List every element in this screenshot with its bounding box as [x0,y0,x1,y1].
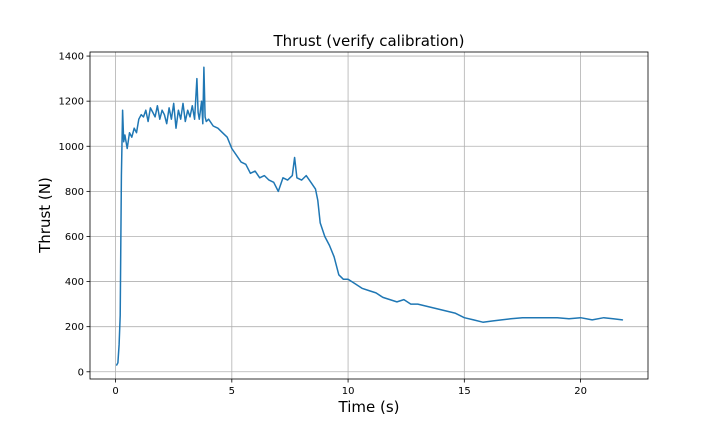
y-tick-label: 600 [65,232,84,243]
y-tick-label: 1000 [59,142,84,153]
y-tick-label: 400 [65,277,84,288]
series-layer [115,66,624,366]
x-tick-label: 5 [229,386,235,397]
y-tick-label: 800 [65,187,84,198]
y-tick-label: 0 [78,367,84,378]
y-tick-label: 1400 [59,52,84,63]
grid [90,52,648,379]
plot-frame [89,51,649,380]
x-tick-label: 15 [458,386,471,397]
y-tick-label: 200 [65,322,84,333]
y-axis-label: Thrust (N) [36,177,54,254]
x-tick-label: 0 [112,386,118,397]
series-line [115,66,624,366]
x-axis-label: Time (s) [338,398,400,416]
chart-title: Thrust (verify calibration) [272,32,464,50]
x-tick-label: 20 [574,386,587,397]
x-tick-label: 10 [342,386,355,397]
y-tick-label: 1200 [59,97,84,108]
